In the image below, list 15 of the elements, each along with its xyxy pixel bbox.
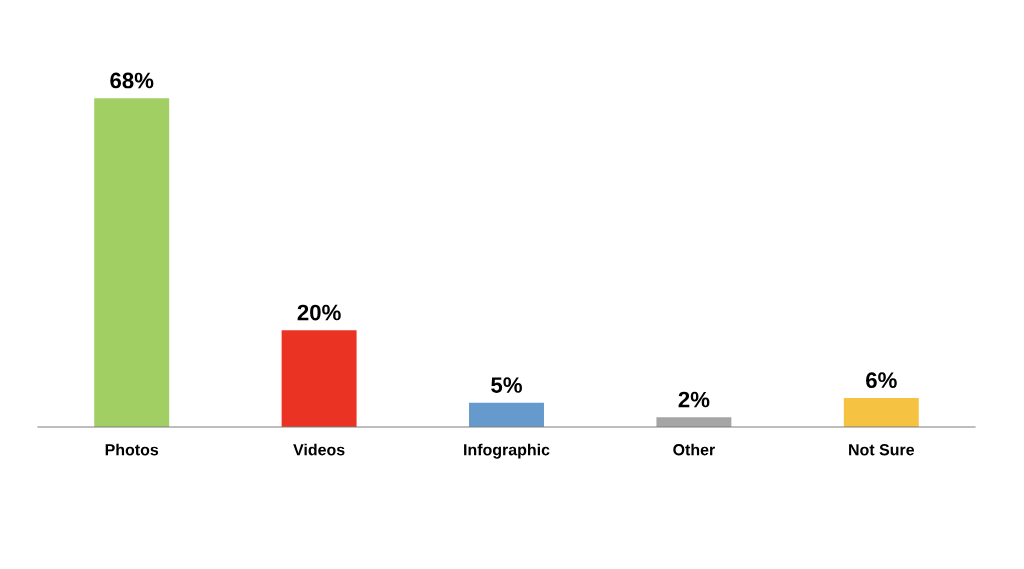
data-label: 2% bbox=[678, 391, 710, 408]
x-tick-label: Infographic bbox=[464, 443, 550, 459]
x-tick-label: Videos bbox=[293, 443, 345, 456]
x-tick-label: Photos bbox=[105, 443, 159, 456]
x-tick-label: Other bbox=[673, 443, 715, 456]
x-tick-label: Not Sure bbox=[849, 444, 915, 456]
data-label: 5% bbox=[491, 377, 522, 393]
bar bbox=[281, 330, 357, 427]
bar bbox=[656, 417, 732, 427]
data-label: 68% bbox=[110, 72, 154, 89]
bar bbox=[94, 98, 170, 427]
data-label: 6% bbox=[866, 372, 897, 389]
bar bbox=[469, 402, 544, 427]
data-label: 20% bbox=[297, 304, 341, 321]
bar bbox=[843, 398, 919, 427]
